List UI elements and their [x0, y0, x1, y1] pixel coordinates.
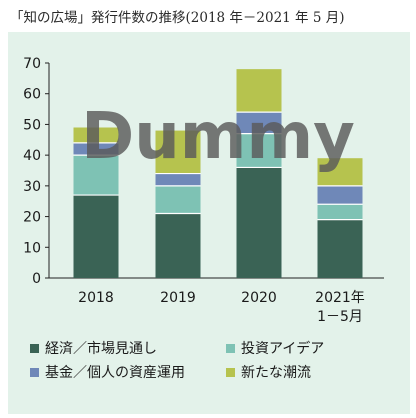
bar-segment — [73, 195, 119, 278]
legend-item: 基金／個人の資産運用 — [30, 362, 185, 382]
watermark: Dummy — [81, 100, 355, 174]
bar-segment — [73, 155, 119, 196]
bar-segment — [155, 173, 201, 186]
y-tick-label: 40 — [23, 148, 41, 164]
bar-segment — [155, 130, 201, 174]
legend-item: 投資アイデア — [226, 338, 324, 358]
axes: 0 10 20 30 40 50 60 70 — [23, 56, 384, 287]
x-tick-label: 2020 — [241, 290, 277, 306]
bar-segment — [155, 213, 201, 278]
bar-segment — [317, 204, 363, 220]
bar-segment — [236, 112, 282, 134]
legend-swatch — [226, 367, 235, 377]
y-tick-label: 70 — [23, 56, 41, 72]
x-tick-label: 2021年 1－5月 — [315, 290, 365, 325]
x-tick-label: 2019 — [160, 290, 196, 306]
legend-item: 新たな潮流 — [226, 362, 311, 382]
legend-swatch — [30, 367, 39, 377]
y-tick-label: 10 — [23, 240, 41, 256]
x-tick-label: 2018 — [78, 290, 114, 306]
y-tick-label: 20 — [23, 210, 41, 226]
bar-segment — [317, 219, 363, 278]
bar-segment — [236, 133, 282, 168]
legend-label: 基金／個人の資産運用 — [45, 365, 185, 381]
legend-label: 経済／市場見通し — [45, 341, 157, 357]
y-tick-label: 50 — [23, 117, 41, 133]
bars — [73, 69, 363, 278]
bar-segment — [73, 142, 119, 156]
legend-label: 投資アイデア — [241, 341, 325, 357]
bar-segment — [73, 127, 119, 143]
legend-swatch — [30, 343, 39, 353]
y-tick-label: 0 — [32, 271, 41, 287]
x-tick-labels: 2018 2019 2020 2021年 1－5月 — [78, 290, 365, 325]
bar-segment — [317, 158, 363, 186]
bar-segment — [155, 185, 201, 214]
y-tick-label: 30 — [23, 179, 41, 195]
bar-segment — [236, 167, 282, 278]
legend-label: 新たな潮流 — [241, 365, 311, 381]
chart-title: 「知の広場」発行件数の推移(2018 年－2021 年 5 月) — [10, 10, 345, 26]
y-tick-label: 60 — [23, 87, 41, 103]
legend-swatch — [226, 343, 235, 353]
bar-segment — [236, 69, 282, 113]
legend-item: 経済／市場見通し — [30, 338, 157, 358]
bar-segment — [317, 185, 363, 205]
